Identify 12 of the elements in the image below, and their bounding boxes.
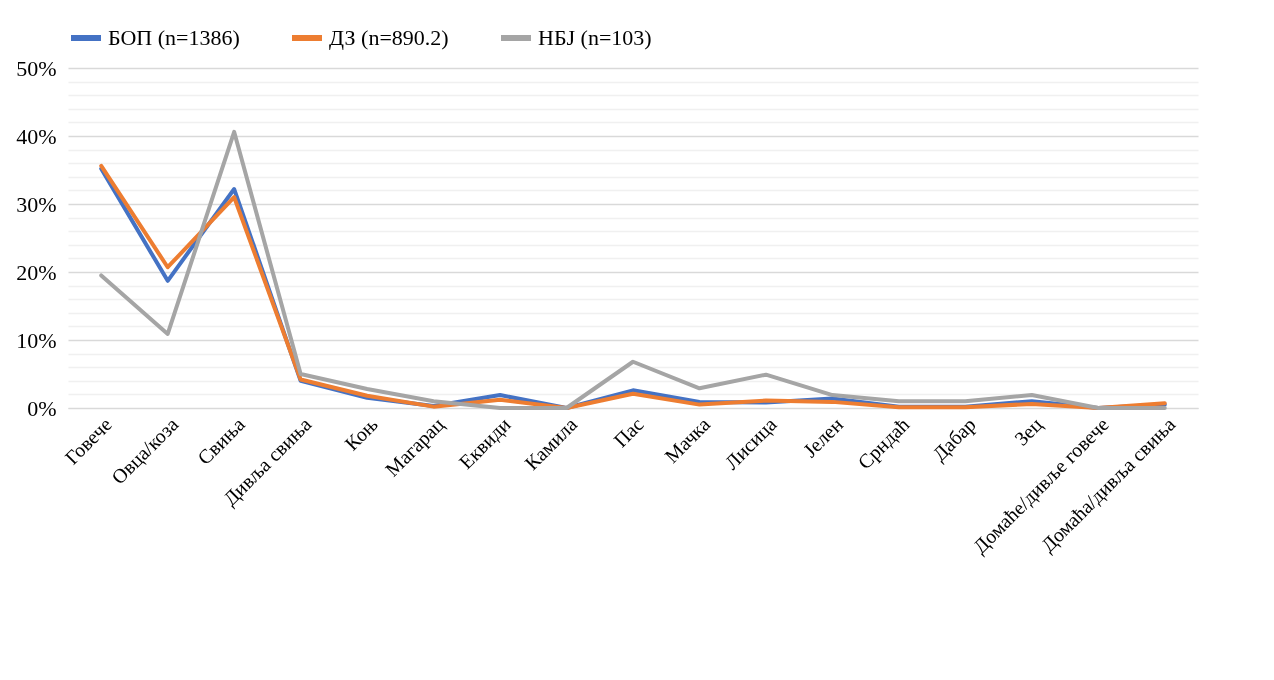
y-tick-label: 20% [16, 259, 57, 285]
legend-label: НБЈ (n=103) [538, 25, 652, 50]
y-tick-label: 30% [16, 191, 57, 217]
y-tick-label: 50% [16, 55, 57, 81]
x-tick-label: Коњ [340, 413, 382, 455]
x-tick-label: Зец [1009, 412, 1048, 451]
x-tick-label: Пас [609, 413, 648, 452]
legend-label: ДЗ (n=890.2) [329, 25, 449, 50]
y-tick-label: 40% [16, 123, 57, 149]
y-tick-label: 0% [27, 395, 57, 421]
legend-label: БОП (n=1386) [108, 25, 240, 50]
y-tick-label: 10% [16, 327, 57, 353]
